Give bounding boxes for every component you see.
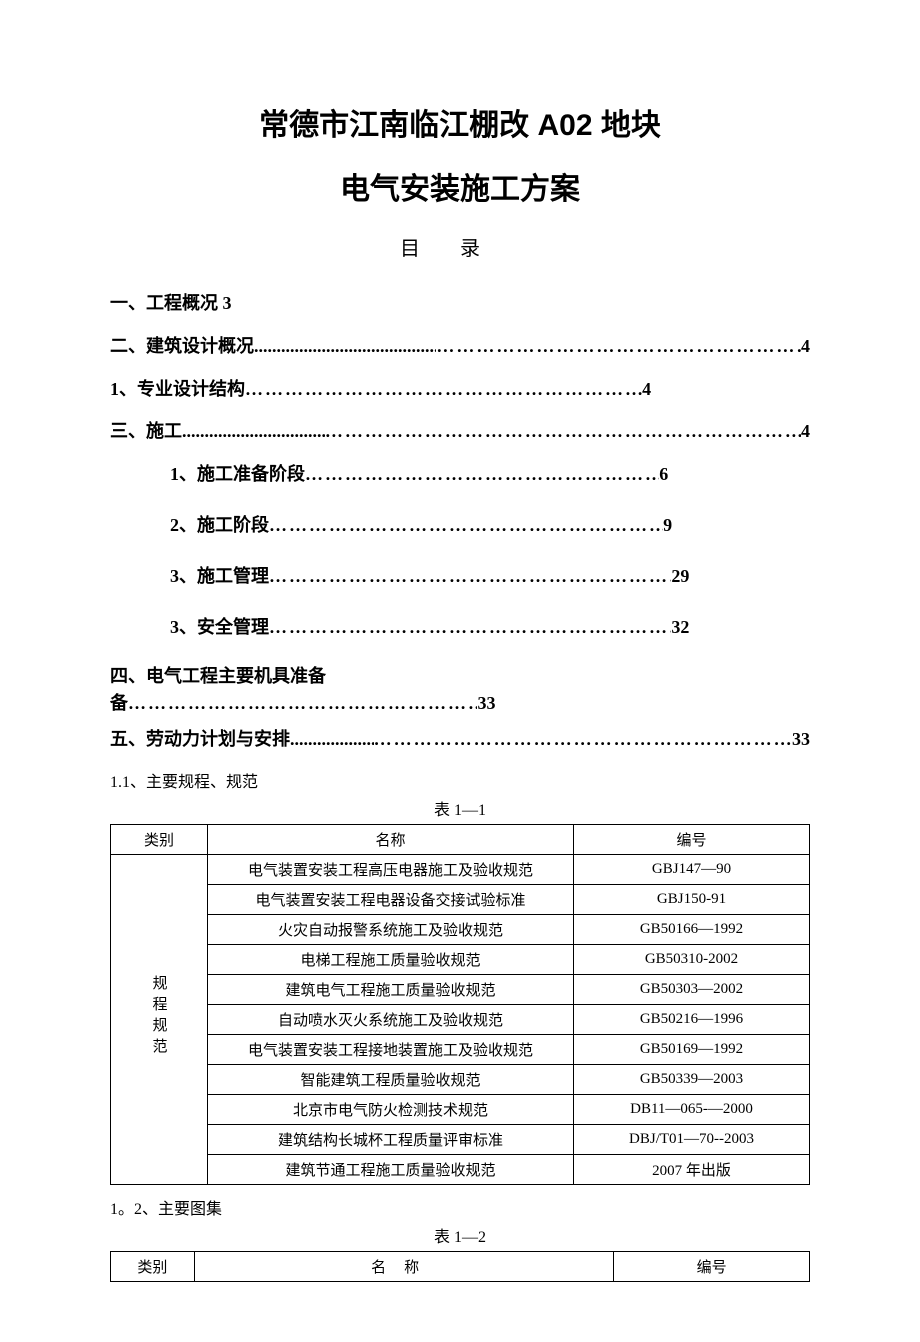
toc-text: 四、电气工程主要机具准备 <box>110 666 326 686</box>
toc-item-9: 四、电气工程主要机具准备 备 33 <box>110 663 810 717</box>
toc-leader <box>290 725 374 754</box>
th-category: 类别 <box>111 1252 195 1282</box>
toc-text: 2、施工阶段 <box>170 511 269 540</box>
table-row: 智能建筑工程质量验收规范GB50339—2003 <box>111 1065 810 1095</box>
table-row: 电气装置安装工程电器设备交接试验标准GBJ150-91 <box>111 885 810 915</box>
toc-text: 三、施工 <box>110 417 182 446</box>
toc-item-4: 三、施工 4 <box>110 417 810 446</box>
toc-leader <box>374 725 792 754</box>
toc-leader <box>269 511 663 540</box>
number-cell: GB50339—2003 <box>574 1065 810 1095</box>
section-1-1-label: 1.1、主要规程、规范 <box>110 768 810 792</box>
toc-page: 4 <box>642 375 651 404</box>
name-cell: 建筑结构长城杯工程质量评审标准 <box>208 1125 574 1155</box>
toc-item-1: 一、工程概况 3 <box>110 289 810 318</box>
toc-text: 五、劳动力计划与安排 <box>110 725 290 754</box>
toc-leader <box>128 690 477 717</box>
toc-item-2: 二、建筑设计概况 4 <box>110 332 810 361</box>
th-category: 类别 <box>111 825 208 855</box>
table-row: 电气装置安装工程接地装置施工及验收规范GB50169—1992 <box>111 1035 810 1065</box>
table-row: 规程规范电气装置安装工程高压电器施工及验收规范GBJ147—90 <box>111 855 810 885</box>
category-cell: 规程规范 <box>111 855 208 1185</box>
toc-item-7: 3、施工管理 29 <box>110 562 810 591</box>
toc-page: 29 <box>671 562 689 591</box>
toc-page: 9 <box>663 511 672 540</box>
toc-text: 一、工程概况 3 <box>110 289 232 318</box>
number-cell: GB50166—1992 <box>574 915 810 945</box>
number-cell: GBJ147—90 <box>574 855 810 885</box>
name-cell: 自动喷水灭火系统施工及验收规范 <box>208 1005 574 1035</box>
name-cell: 电气装置安装工程接地装置施工及验收规范 <box>208 1035 574 1065</box>
th-number: 编号 <box>574 825 810 855</box>
toc-leader <box>305 460 659 489</box>
toc-page: 6 <box>659 460 668 489</box>
th-name: 名称 <box>208 825 574 855</box>
table-row: 建筑电气工程施工质量验收规范GB50303—2002 <box>111 975 810 1005</box>
name-cell: 智能建筑工程质量验收规范 <box>208 1065 574 1095</box>
table1-caption: 表 1—1 <box>110 796 810 820</box>
toc-text: 1、施工准备阶段 <box>170 460 305 489</box>
name-cell: 建筑节通工程施工质量验收规范 <box>208 1155 574 1185</box>
toc-text-cont: 备 <box>110 690 128 717</box>
toc-leader <box>269 613 671 642</box>
name-cell: 北京市电气防火检测技术规范 <box>208 1095 574 1125</box>
number-cell: GB50216—1996 <box>574 1005 810 1035</box>
table-row: 火灾自动报警系统施工及验收规范GB50166—1992 <box>111 915 810 945</box>
toc-item-10: 五、劳动力计划与安排 33 <box>110 725 810 754</box>
toc-text: 1、专业设计结构 <box>110 375 245 404</box>
name-cell: 电气装置安装工程电器设备交接试验标准 <box>208 885 574 915</box>
number-cell: DB11—065-—2000 <box>574 1095 810 1125</box>
toc-text: 3、安全管理 <box>170 613 269 642</box>
toc-page: 33 <box>477 690 495 717</box>
toc-leader <box>325 417 801 446</box>
table-header-row: 类别 名称 编号 <box>111 825 810 855</box>
table-row: 建筑结构长城杯工程质量评审标准DBJ/T01—70--2003 <box>111 1125 810 1155</box>
table-row: 电梯工程施工质量验收规范GB50310-2002 <box>111 945 810 975</box>
toc-page: 32 <box>671 613 689 642</box>
standards-table-2: 类别 名称 编号 <box>110 1251 810 1282</box>
number-cell: GB50310-2002 <box>574 945 810 975</box>
toc-text: 3、施工管理 <box>170 562 269 591</box>
toc-item-3: 1、专业设计结构 4 <box>110 375 810 404</box>
toc-leader <box>245 375 642 404</box>
toc-page: 4 <box>801 417 810 446</box>
number-cell: GBJ150-91 <box>574 885 810 915</box>
th-name: 名称 <box>194 1252 613 1282</box>
number-cell: DBJ/T01—70--2003 <box>574 1125 810 1155</box>
name-cell: 火灾自动报警系统施工及验收规范 <box>208 915 574 945</box>
number-cell: GB50169—1992 <box>574 1035 810 1065</box>
toc-item-5: 1、施工准备阶段 6 <box>110 460 810 489</box>
number-cell: 2007 年出版 <box>574 1155 810 1185</box>
toc-leader <box>436 332 801 361</box>
number-cell: GB50303—2002 <box>574 975 810 1005</box>
toc-leader <box>182 417 325 446</box>
table2-caption: 表 1—2 <box>110 1223 810 1247</box>
section-1-2-label: 1。2、主要图集 <box>110 1195 810 1219</box>
toc-text: 二、建筑设计概况 <box>110 332 254 361</box>
standards-table-1: 类别 名称 编号 规程规范电气装置安装工程高压电器施工及验收规范GBJ147—9… <box>110 824 810 1185</box>
name-cell: 建筑电气工程施工质量验收规范 <box>208 975 574 1005</box>
document-title-line1: 常德市江南临江棚改 A02 地块 <box>110 100 810 144</box>
name-cell: 电梯工程施工质量验收规范 <box>208 945 574 975</box>
toc-heading: 目录 <box>110 232 810 261</box>
table-header-row: 类别 名称 编号 <box>111 1252 810 1282</box>
toc-page: 4 <box>801 332 810 361</box>
name-cell: 电气装置安装工程高压电器施工及验收规范 <box>208 855 574 885</box>
table-row: 建筑节通工程施工质量验收规范2007 年出版 <box>111 1155 810 1185</box>
toc-page: 33 <box>792 725 810 754</box>
toc-item-6: 2、施工阶段 9 <box>110 511 810 540</box>
table-row: 自动喷水灭火系统施工及验收规范GB50216—1996 <box>111 1005 810 1035</box>
table-row: 北京市电气防火检测技术规范DB11—065-—2000 <box>111 1095 810 1125</box>
toc-leader <box>269 562 671 591</box>
toc-item-8: 3、安全管理 32 <box>110 613 810 642</box>
th-number: 编号 <box>614 1252 810 1282</box>
document-title-line2: 电气安装施工方案 <box>110 164 810 208</box>
toc-leader <box>254 332 436 361</box>
